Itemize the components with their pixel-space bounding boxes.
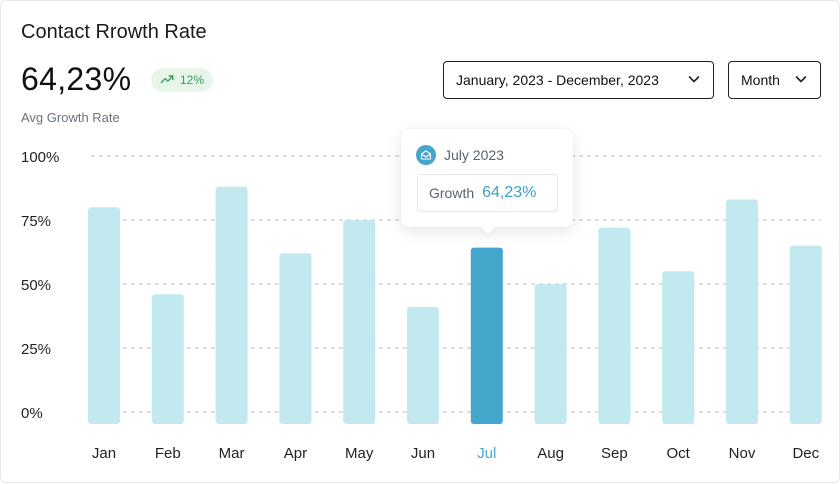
- x-tick-label: Sep: [601, 445, 628, 462]
- y-tick-label: 0%: [21, 405, 43, 422]
- x-tick-label: Jun: [411, 445, 435, 462]
- bar-mar[interactable]: [215, 186, 248, 424]
- x-tick-label: Feb: [155, 445, 181, 462]
- bar-oct[interactable]: [662, 271, 695, 424]
- bar-dec[interactable]: [789, 245, 822, 424]
- headline-value: 64,23%: [21, 61, 132, 97]
- bar-may[interactable]: [343, 220, 376, 424]
- x-tick-label: Aug: [537, 445, 564, 462]
- y-tick-label: 100%: [21, 149, 59, 166]
- x-tick-label: Jan: [92, 445, 116, 462]
- tooltip-date: July 2023: [444, 147, 504, 163]
- growth-badge-text: 12%: [179, 73, 205, 87]
- chevron-down-icon: [687, 72, 701, 89]
- x-tick-label: Oct: [667, 445, 691, 462]
- bar-jan[interactable]: [88, 207, 120, 424]
- bar-feb[interactable]: [151, 294, 184, 424]
- bar-nov[interactable]: [726, 199, 758, 424]
- y-tick-label: 25%: [21, 341, 51, 358]
- x-tick-label: Nov: [729, 445, 756, 462]
- trend-up-icon: [160, 72, 174, 89]
- bar-jun[interactable]: [407, 307, 439, 424]
- y-tick-label: 75%: [21, 213, 51, 230]
- subtitle: Avg Growth Rate: [21, 110, 120, 125]
- x-tick-label: Apr: [284, 445, 307, 462]
- bar-tooltip: July 2023 Growth 64,23%: [401, 129, 573, 227]
- bar-jul[interactable]: [470, 247, 503, 424]
- bar-aug[interactable]: [534, 284, 567, 424]
- bar-apr[interactable]: [279, 253, 312, 424]
- bar-sep[interactable]: [598, 227, 631, 424]
- x-tick-label: Mar: [219, 445, 245, 462]
- date-range-label: January, 2023 - December, 2023: [456, 72, 659, 88]
- tooltip-value: 64,23%: [482, 184, 537, 201]
- x-tick-label: Jul: [477, 445, 496, 462]
- x-tick-label: May: [345, 445, 374, 462]
- date-range-dropdown[interactable]: January, 2023 - December, 2023: [443, 61, 714, 99]
- y-tick-label: 50%: [21, 277, 51, 294]
- card-title: Contact Rrowth Rate: [21, 21, 207, 43]
- x-tick-label: Dec: [792, 445, 819, 462]
- granularity-dropdown[interactable]: Month: [728, 61, 821, 99]
- tooltip-value-box: Growth 64,23%: [417, 174, 558, 212]
- tooltip-label: Growth: [429, 185, 475, 201]
- granularity-label: Month: [741, 72, 780, 88]
- chevron-down-icon: [794, 72, 808, 89]
- envelope-open-icon: [416, 145, 436, 165]
- growth-badge: 12%: [151, 68, 213, 92]
